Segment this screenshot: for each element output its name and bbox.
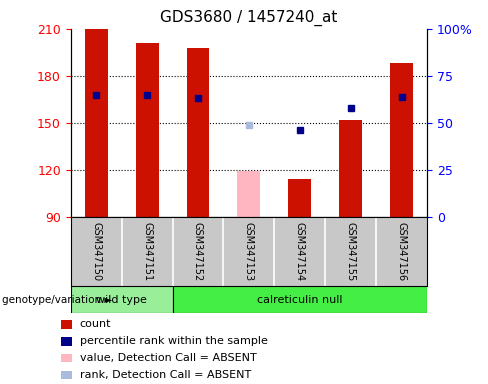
Text: percentile rank within the sample: percentile rank within the sample — [80, 336, 267, 346]
Text: genotype/variation ►: genotype/variation ► — [2, 295, 113, 305]
Text: GSM347154: GSM347154 — [295, 222, 305, 281]
Bar — [136, 43, 159, 217]
Text: GSM347152: GSM347152 — [193, 222, 203, 281]
Bar — [173, 286, 427, 313]
Bar — [390, 63, 413, 217]
Text: wild type: wild type — [96, 295, 147, 305]
Text: GSM347156: GSM347156 — [397, 222, 407, 281]
Bar — [186, 48, 209, 217]
Bar — [238, 172, 260, 217]
Text: GSM347150: GSM347150 — [91, 222, 101, 281]
Text: count: count — [80, 319, 111, 329]
Text: GSM347155: GSM347155 — [346, 222, 356, 281]
Text: GSM347153: GSM347153 — [244, 222, 254, 281]
Bar — [71, 286, 173, 313]
Bar — [288, 179, 311, 217]
Bar — [339, 120, 362, 217]
Text: value, Detection Call = ABSENT: value, Detection Call = ABSENT — [80, 353, 256, 363]
Text: GSM347151: GSM347151 — [142, 222, 152, 281]
Text: rank, Detection Call = ABSENT: rank, Detection Call = ABSENT — [80, 370, 251, 380]
Bar — [85, 29, 108, 217]
Title: GDS3680 / 1457240_at: GDS3680 / 1457240_at — [160, 10, 338, 26]
Text: calreticulin null: calreticulin null — [257, 295, 343, 305]
